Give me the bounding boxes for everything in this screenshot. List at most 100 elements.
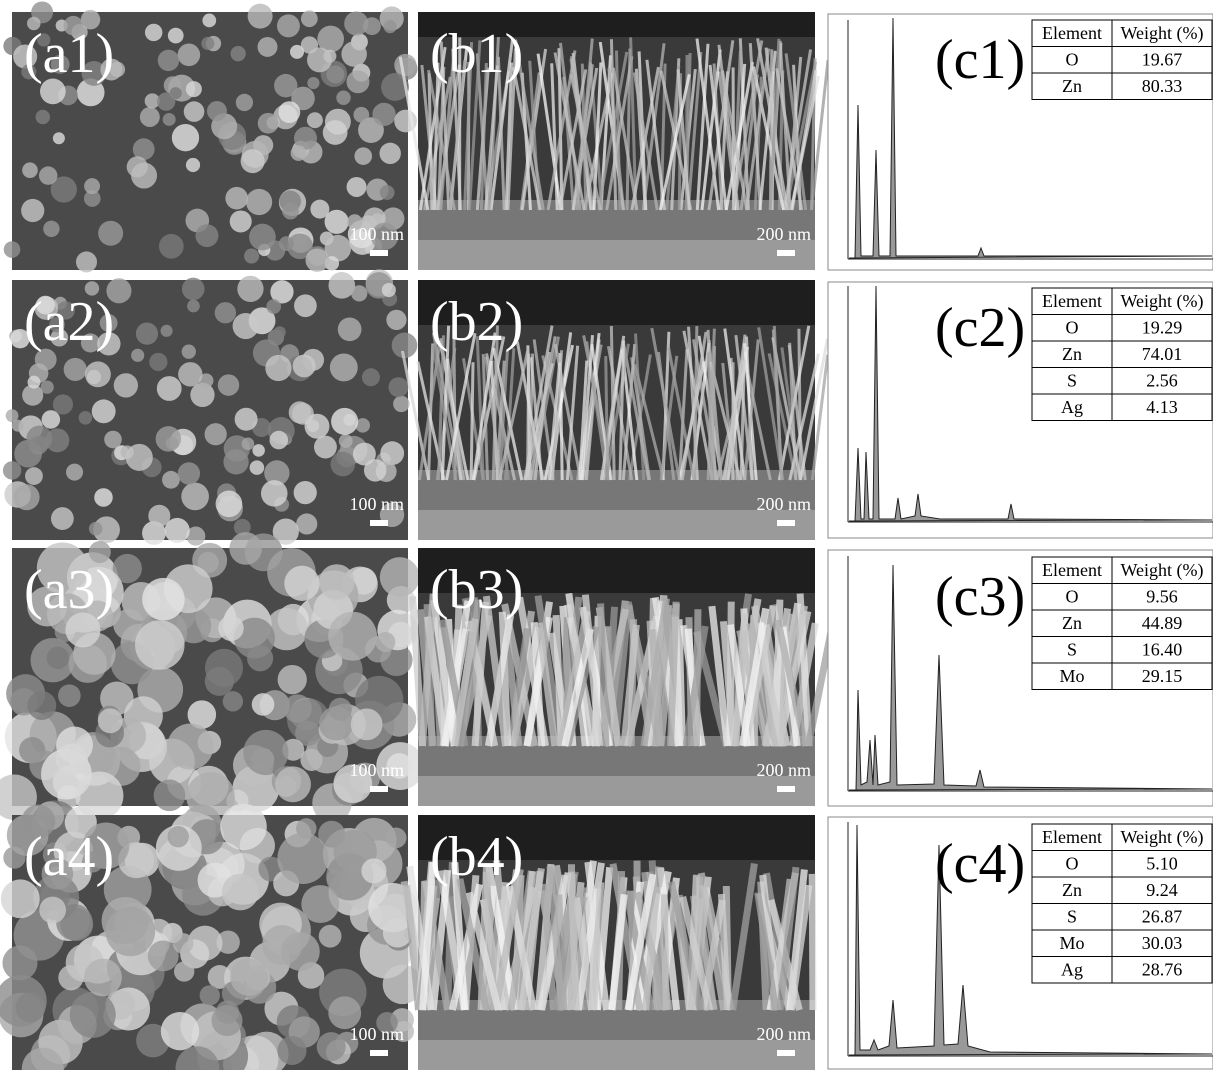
grain [3,461,21,479]
table-header: Weight (%) [1120,23,1203,44]
nanorod [606,356,608,480]
grain [28,376,41,389]
grain [394,54,416,76]
grain [205,423,227,445]
grain [294,294,317,317]
grain [291,145,307,161]
table-cell-text: 4.13 [1146,397,1178,417]
grain [353,107,369,123]
scale-bar-label: 100 nm [349,224,404,244]
table-header: Weight (%) [1120,560,1203,581]
table-cell-text: 44.89 [1142,613,1183,633]
grain [15,993,45,1023]
grain [126,444,153,471]
panel-label: (a2) [24,291,114,353]
grain [98,221,123,246]
table-cell-text: Zn [1062,344,1082,364]
grain [172,124,199,151]
grain [4,241,21,258]
grain [145,24,162,41]
table-cell-text: 19.29 [1142,318,1183,338]
grain [21,199,44,222]
grain [212,1005,243,1036]
grain [307,112,323,128]
grain [388,377,408,397]
table-cell-text: Mo [1059,933,1084,953]
grain [393,396,409,412]
substrate-base [418,776,815,806]
grain [207,101,227,121]
grain [135,620,185,670]
grain [222,874,259,911]
table-header: Weight (%) [1120,827,1203,848]
table-cell-text: Zn [1062,880,1082,900]
grain [92,399,116,423]
grain [269,431,288,450]
grain [84,178,100,194]
grain [364,459,387,482]
grain [361,858,386,883]
scale-bar-label: 100 nm [349,760,404,780]
grain [84,959,122,997]
scale-bar [777,786,795,792]
grain [66,464,83,481]
grain [216,490,243,517]
grain [266,299,281,314]
grain [220,804,267,851]
grain [53,132,65,144]
grain [283,694,311,722]
nanorod [696,609,698,746]
table-cell-text: 28.76 [1142,960,1183,980]
grain [275,766,311,802]
grain [330,452,355,477]
grain [229,532,262,565]
grain [76,251,97,272]
panel-label: (b1) [430,23,523,85]
grain [243,730,288,775]
grain [307,77,319,89]
grain [114,373,138,397]
grain [70,992,116,1038]
grain [274,74,297,97]
grain [301,10,318,27]
grain [215,302,236,323]
table-cell-text: O [1066,854,1079,874]
scale-bar [777,520,795,526]
table-cell-text: 29.15 [1142,666,1183,686]
panel-label: (a1) [24,23,114,85]
grain [230,210,252,232]
grain [246,189,272,215]
table-cell-text: 9.24 [1146,880,1178,900]
grain [249,224,276,251]
nanorod [812,874,813,1010]
table-cell-text: Zn [1062,76,1082,96]
table-cell-text: S [1067,907,1077,927]
grain [104,431,122,449]
grain [284,566,319,601]
table-cell-text: 26.87 [1142,907,1183,927]
grain [163,113,176,126]
grain [336,91,350,105]
grain [241,149,265,173]
grain [382,283,396,297]
grain [39,897,66,924]
grain [344,11,368,35]
grain [328,612,377,661]
panel-label: (a3) [24,559,114,621]
grain [242,438,255,451]
nanorod [664,894,666,1010]
grain [230,46,245,61]
nanorod [730,602,731,746]
panel-label: (b3) [430,559,523,621]
grain [27,691,56,720]
scale-bar [370,786,388,792]
grain [248,4,273,29]
grain [195,224,218,247]
table-header: Weight (%) [1120,291,1203,312]
grain [182,278,205,301]
grain [330,353,358,381]
grain [282,203,299,220]
table-cell-text: 5.10 [1146,854,1178,874]
scale-bar [370,520,388,526]
scale-bar [777,1050,795,1056]
